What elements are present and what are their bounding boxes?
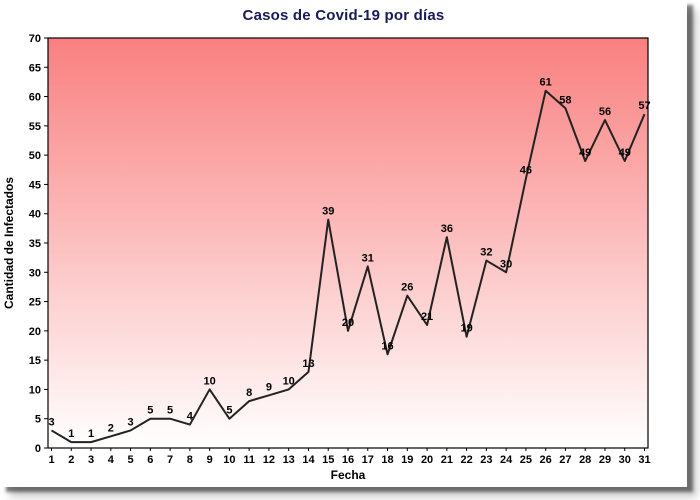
data-point-label: 19 xyxy=(460,323,472,335)
y-tick-label: 35 xyxy=(29,238,41,250)
x-tick-label: 29 xyxy=(599,454,611,466)
data-point-label: 39 xyxy=(322,206,334,218)
y-tick-label: 50 xyxy=(29,150,41,162)
x-tick-label: 20 xyxy=(421,454,433,466)
x-tick-label: 23 xyxy=(480,454,492,466)
y-tick-label: 45 xyxy=(29,179,41,191)
data-point-label: 49 xyxy=(619,147,631,159)
y-tick-label: 0 xyxy=(35,443,41,455)
data-point-label: 5 xyxy=(167,405,173,417)
data-point-label: 8 xyxy=(246,387,252,399)
y-tick-label: 40 xyxy=(29,209,41,221)
x-tick-label: 9 xyxy=(207,454,213,466)
x-tick-label: 18 xyxy=(381,454,393,466)
x-tick-label: 22 xyxy=(460,454,472,466)
data-point-label: 3 xyxy=(128,416,134,428)
data-point-label: 57 xyxy=(638,100,650,112)
x-tick-label: 5 xyxy=(128,454,134,466)
x-tick-label: 8 xyxy=(187,454,193,466)
x-axis-title: Fecha xyxy=(331,468,366,482)
data-point-label: 2 xyxy=(108,422,114,434)
data-point-label: 49 xyxy=(579,147,591,159)
data-point-label: 10 xyxy=(204,375,216,387)
y-axis-title: Cantidad de Infectados xyxy=(2,177,16,309)
x-tick-label: 12 xyxy=(263,454,275,466)
data-point-label: 16 xyxy=(381,340,393,352)
data-point-label: 36 xyxy=(441,223,453,235)
data-point-label: 61 xyxy=(540,77,552,89)
x-tick-label: 26 xyxy=(540,454,552,466)
x-tick-label: 3 xyxy=(88,454,94,466)
x-tick-label: 30 xyxy=(619,454,631,466)
data-point-label: 30 xyxy=(500,258,512,270)
y-tick-label: 20 xyxy=(29,326,41,338)
data-point-label: 10 xyxy=(283,375,295,387)
chart-title: Casos de Covid-19 por días xyxy=(242,7,445,24)
data-point-label: 56 xyxy=(599,106,611,118)
x-tick-label: 16 xyxy=(342,454,354,466)
x-tick-label: 17 xyxy=(362,454,374,466)
plot-area xyxy=(47,37,649,449)
x-tick-label: 19 xyxy=(401,454,413,466)
data-point-label: 1 xyxy=(88,428,94,440)
x-tick-label: 2 xyxy=(68,454,74,466)
x-tick-label: 11 xyxy=(243,454,255,466)
data-point-label: 5 xyxy=(226,405,232,417)
data-point-label: 5 xyxy=(147,405,153,417)
data-point-label: 20 xyxy=(342,317,354,329)
x-tick-label: 31 xyxy=(638,454,650,466)
x-tick-label: 28 xyxy=(579,454,591,466)
x-tick-label: 13 xyxy=(283,454,295,466)
series-line xyxy=(50,89,646,444)
data-point-label: 46 xyxy=(520,165,532,177)
line-chart: Cantidad de Infectados Fecha 05101520253… xyxy=(2,33,651,482)
x-tick-label: 6 xyxy=(147,454,153,466)
x-tick-label: 1 xyxy=(48,454,54,466)
y-tick-label: 15 xyxy=(29,355,41,367)
y-tick-label: 65 xyxy=(29,62,41,74)
x-tick-label: 24 xyxy=(500,454,513,466)
y-tick-label: 55 xyxy=(29,121,41,133)
data-point-label: 4 xyxy=(187,411,194,423)
data-point-label: 3 xyxy=(48,416,54,428)
data-point-label: 32 xyxy=(480,247,492,259)
x-tick-label: 21 xyxy=(441,454,453,466)
x-tick-label: 15 xyxy=(322,454,334,466)
y-tick-label: 70 xyxy=(29,33,41,45)
y-tick-label: 25 xyxy=(29,297,41,309)
x-tick-label: 25 xyxy=(520,454,532,466)
data-point-label: 1 xyxy=(68,428,74,440)
y-tick-label: 10 xyxy=(29,384,41,396)
y-tick-label: 60 xyxy=(29,92,41,104)
x-tick-label: 14 xyxy=(302,454,315,466)
data-point-label: 13 xyxy=(302,358,314,370)
data-point-label: 21 xyxy=(421,311,433,323)
data-point-label: 9 xyxy=(266,381,272,393)
y-tick-label: 30 xyxy=(29,267,41,279)
data-point-label: 58 xyxy=(559,94,571,106)
chart-window: Casos de Covid-19 por días Cantidad de I… xyxy=(2,7,651,482)
x-tick-label: 10 xyxy=(223,454,235,466)
x-tick-label: 27 xyxy=(559,454,571,466)
data-point-label: 31 xyxy=(362,252,374,264)
x-tick-label: 7 xyxy=(167,454,173,466)
data-point-label: 26 xyxy=(401,282,413,294)
y-tick-label: 5 xyxy=(35,414,41,426)
x-tick-label: 4 xyxy=(108,454,115,466)
